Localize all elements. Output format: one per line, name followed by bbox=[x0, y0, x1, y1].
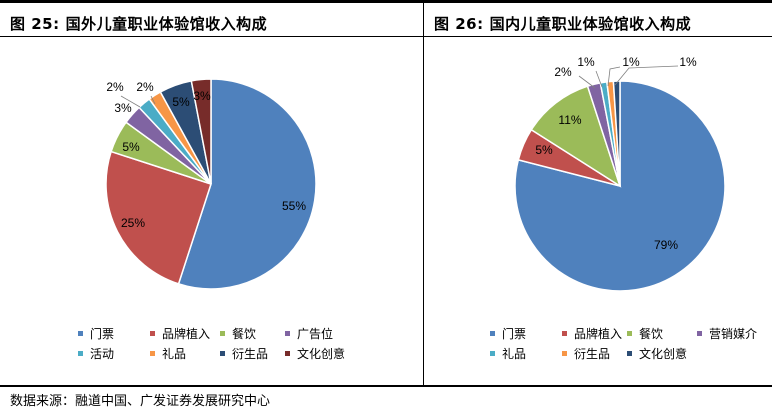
chart-title: 图 26: 国内儿童职业体验馆收入构成 bbox=[434, 13, 691, 34]
top-rule bbox=[0, 0, 772, 3]
legend-item: 品牌植入 bbox=[562, 325, 622, 342]
legend-label: 营销媒介 bbox=[709, 327, 758, 341]
pie-slice-1 bbox=[177, 78, 317, 290]
figure-title: 国外儿童职业体验馆收入构成 bbox=[65, 15, 268, 33]
pie-slice-1 bbox=[514, 80, 726, 292]
data-label-6: 1% bbox=[622, 55, 640, 69]
legend-item: 品牌植入 bbox=[150, 325, 210, 342]
legend-item: 餐饮 bbox=[220, 325, 256, 342]
pie-slice-2 bbox=[105, 150, 212, 285]
data-label-7: 1% bbox=[679, 55, 697, 69]
legend-item: 活动 bbox=[78, 345, 114, 362]
legend-label: 品牌植入 bbox=[162, 327, 211, 341]
legend-label: 文化创意 bbox=[639, 347, 688, 361]
leader-line-6 bbox=[607, 66, 621, 87]
legend-item: 门票 bbox=[78, 325, 114, 342]
legend-item: 营销媒介 bbox=[697, 325, 757, 342]
bottom-rule bbox=[0, 385, 772, 387]
legend-item: 衍生品 bbox=[220, 345, 268, 362]
legend-item: 广告位 bbox=[285, 325, 333, 342]
legend-swatch bbox=[78, 331, 83, 336]
legend-label: 门票 bbox=[90, 327, 115, 341]
legend-swatch bbox=[150, 331, 155, 336]
legend-label: 广告位 bbox=[297, 327, 334, 341]
legend-label: 门票 bbox=[502, 327, 527, 341]
legend-label: 品牌植入 bbox=[574, 327, 623, 341]
data-label-2: 25% bbox=[121, 216, 145, 230]
legend-swatch bbox=[220, 351, 225, 356]
legend-item: 礼品 bbox=[490, 345, 526, 362]
data-label-7: 5% bbox=[172, 95, 190, 109]
legend-swatch bbox=[285, 331, 290, 336]
pie-slice-7 bbox=[612, 80, 621, 187]
legend-label: 餐饮 bbox=[232, 327, 257, 341]
leader-line-5 bbox=[595, 70, 603, 88]
data-label-4: 2% bbox=[554, 65, 572, 79]
legend-item: 文化创意 bbox=[627, 345, 687, 362]
panel-divider bbox=[423, 3, 424, 385]
data-label-5: 1% bbox=[577, 55, 595, 69]
data-label-3: 11% bbox=[558, 113, 581, 127]
legend-swatch bbox=[562, 331, 567, 336]
figure-label: 图 26: bbox=[434, 15, 484, 33]
legend-label: 餐饮 bbox=[639, 327, 664, 341]
leader-line-4 bbox=[578, 75, 596, 89]
data-label-3: 5% bbox=[122, 140, 140, 154]
source-note: 数据来源：融道中国、广发证券发展研究中心 bbox=[10, 394, 271, 409]
title-rule bbox=[0, 36, 423, 37]
pie-slice-8 bbox=[190, 78, 212, 185]
legend-item: 衍生品 bbox=[562, 345, 610, 362]
legend-label: 文化创意 bbox=[297, 347, 346, 361]
data-label-8: 3% bbox=[193, 89, 211, 103]
legend-swatch bbox=[490, 331, 495, 336]
legend-label: 衍生品 bbox=[232, 347, 269, 361]
data-label-1: 79% bbox=[654, 238, 678, 252]
figure-label: 图 25: bbox=[10, 15, 60, 33]
legend-swatch bbox=[78, 351, 83, 356]
title-rule bbox=[424, 36, 772, 37]
chart-panel-foreign: 图 25: 国外儿童职业体验馆收入构成 55% 25% 5% 3% 2% 2% 5% 3% 门票… bbox=[0, 3, 423, 385]
data-label-2: 5% bbox=[535, 143, 553, 157]
legend-swatch bbox=[627, 331, 632, 336]
legend-label: 活动 bbox=[90, 347, 115, 361]
legend-item: 门票 bbox=[490, 325, 526, 342]
legend-item: 文化创意 bbox=[285, 345, 345, 362]
legend-label: 礼品 bbox=[502, 347, 527, 361]
legend-swatch bbox=[220, 331, 225, 336]
legend-swatch bbox=[697, 331, 702, 336]
legend-item: 餐饮 bbox=[627, 325, 663, 342]
legend-swatch bbox=[285, 351, 290, 356]
data-label-1: 55% bbox=[282, 199, 306, 213]
chart-panel-domestic: 图 26: 国内儿童职业体验馆收入构成 79% 5% 11% 2% 1% 1% 1% 门票 品牌… bbox=[424, 3, 772, 385]
pie-slice-3 bbox=[530, 85, 622, 188]
legend-swatch bbox=[490, 351, 495, 356]
legend-label: 礼品 bbox=[162, 347, 187, 361]
data-label-5: 2% bbox=[106, 80, 124, 94]
leader-line-5 bbox=[120, 95, 141, 108]
pie-chart-domestic: 79% 5% 11% 2% 1% 1% 1% bbox=[514, 55, 726, 292]
figure-title: 国内儿童职业体验馆收入构成 bbox=[489, 15, 692, 33]
data-label-6: 2% bbox=[136, 80, 154, 94]
leader-line-6 bbox=[150, 95, 156, 105]
leader-line-7 bbox=[614, 65, 679, 86]
legend-swatch bbox=[627, 351, 632, 356]
chart-title: 图 25: 国外儿童职业体验馆收入构成 bbox=[10, 13, 267, 34]
legend-swatch bbox=[150, 351, 155, 356]
legend-item: 礼品 bbox=[150, 345, 186, 362]
legend-swatch bbox=[562, 351, 567, 356]
legend-label: 衍生品 bbox=[574, 347, 611, 361]
data-label-4: 3% bbox=[114, 101, 132, 115]
pie-chart-foreign: 55%25%5%3%2% 2%5% 3% bbox=[105, 78, 317, 290]
